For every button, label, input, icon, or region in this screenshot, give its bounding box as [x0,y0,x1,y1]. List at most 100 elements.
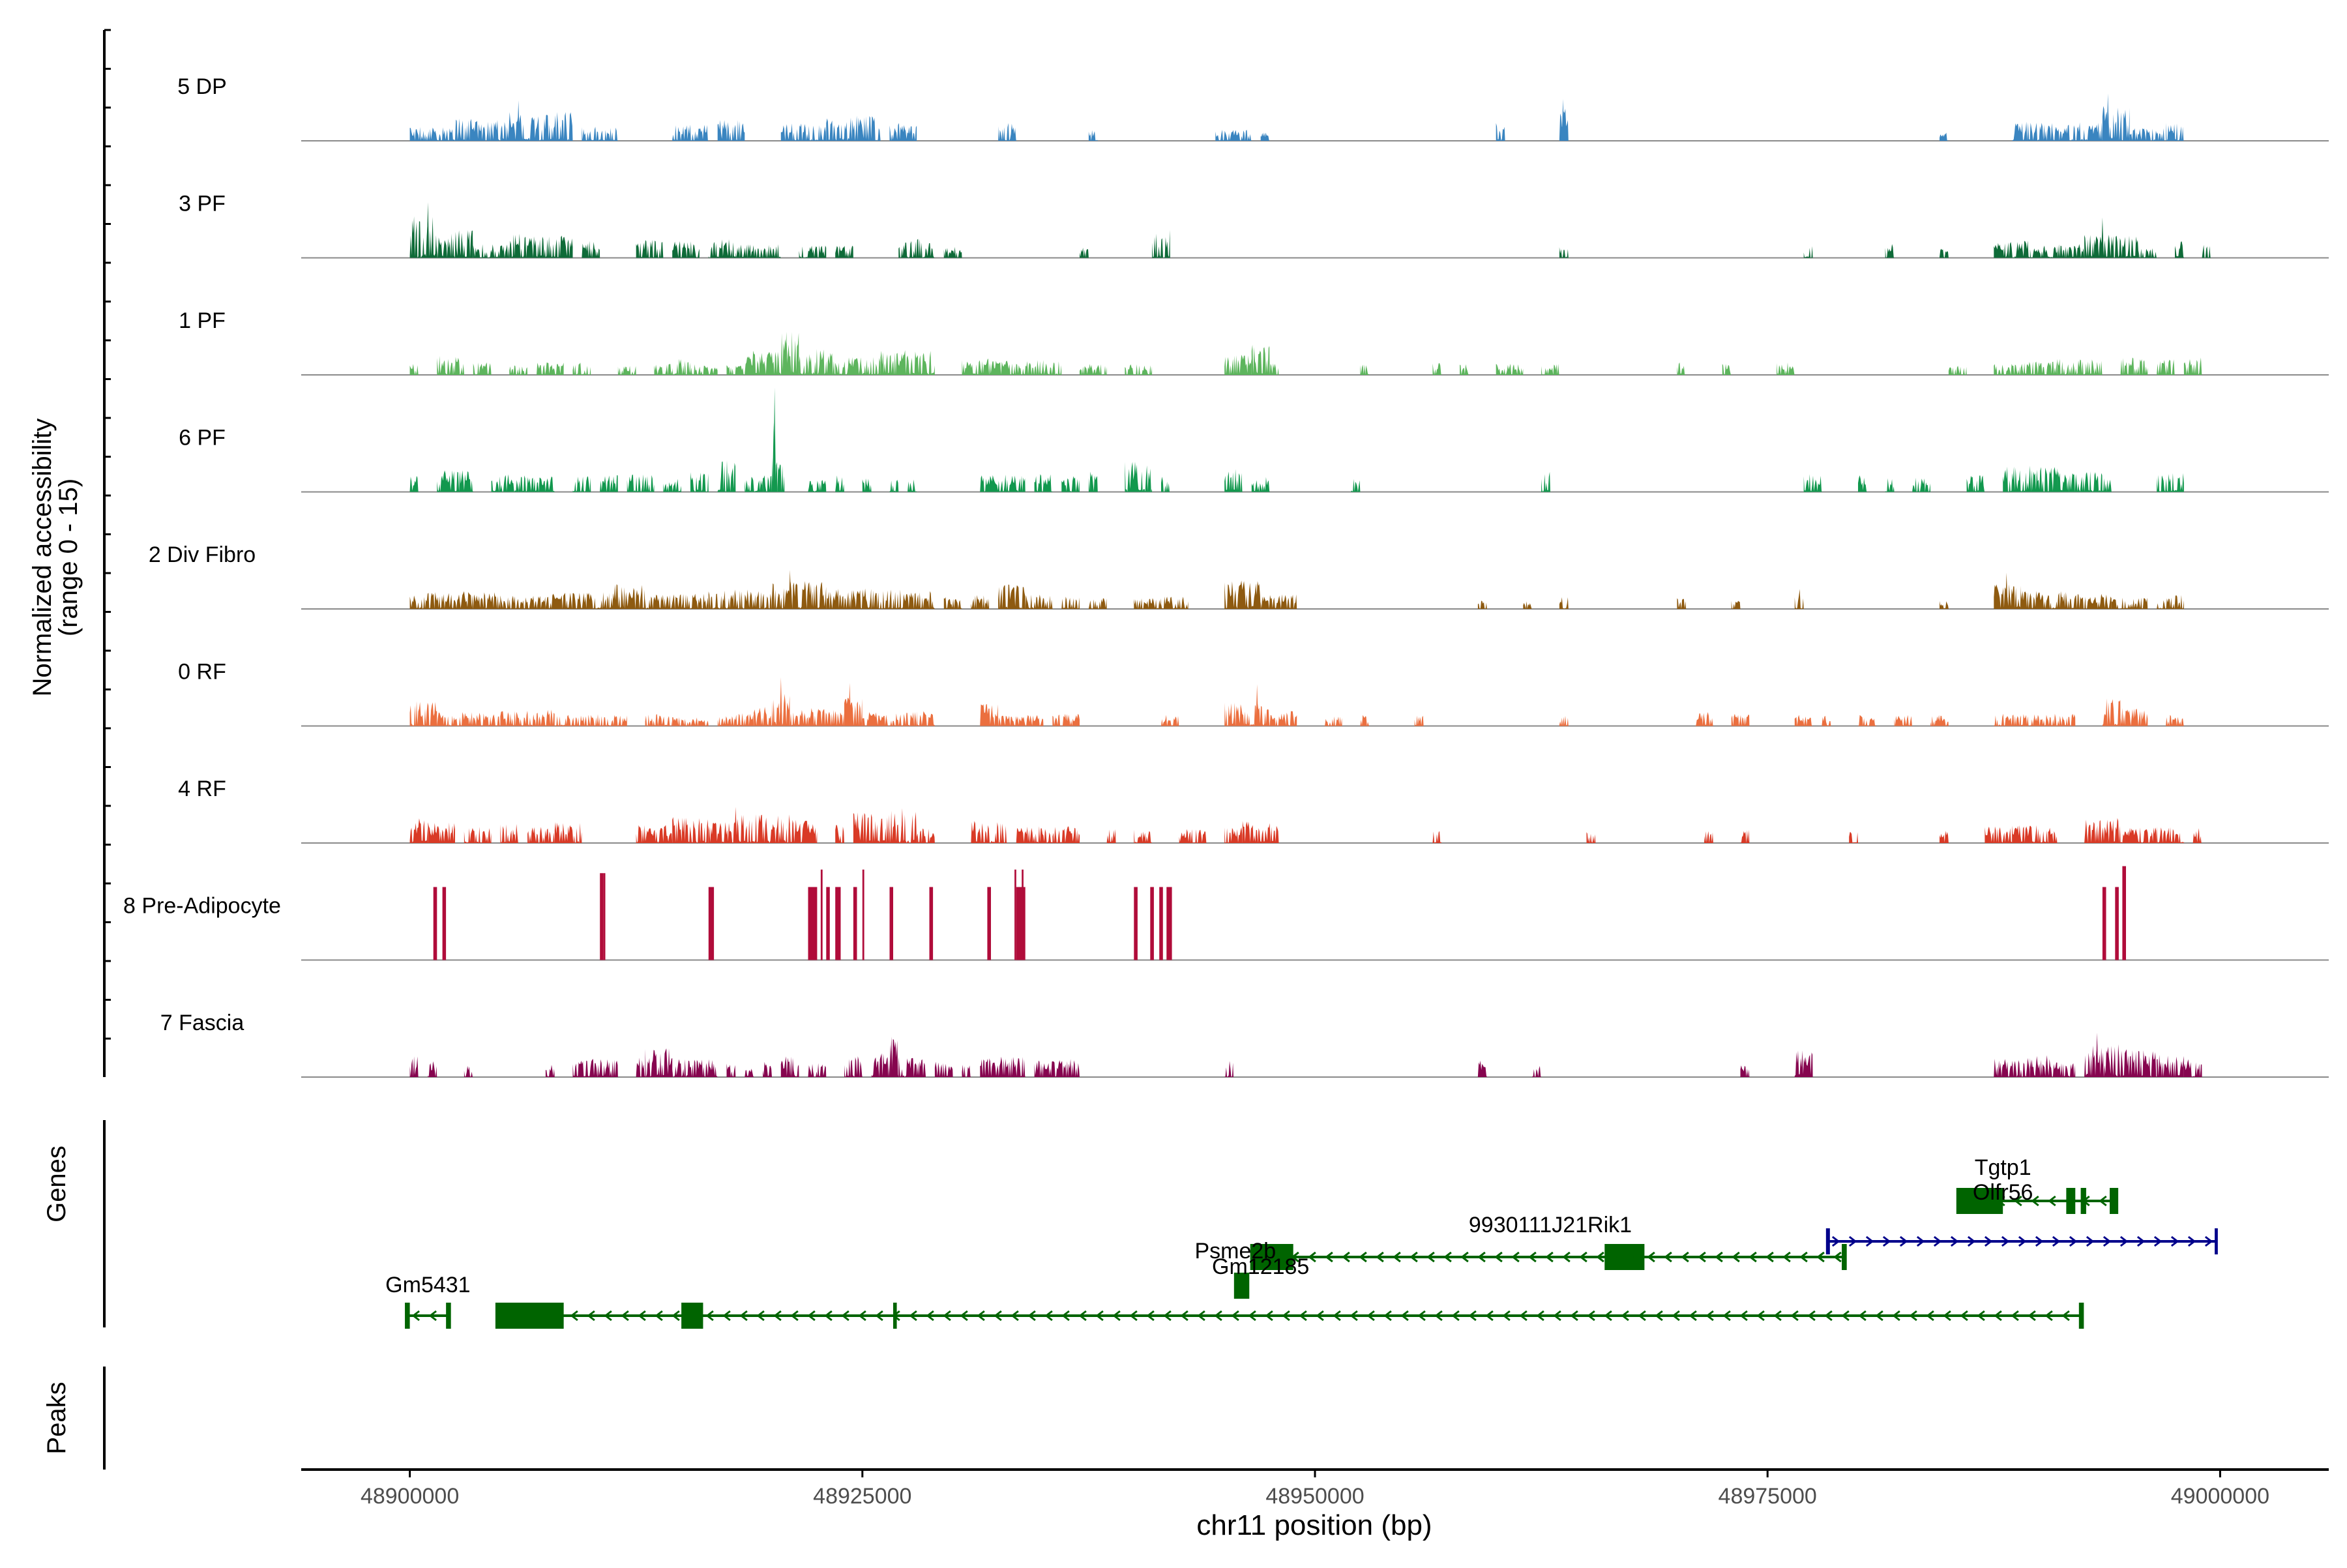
coverage-area [2102,106,2130,141]
coverage-area [717,460,736,492]
coverage-area [409,1056,419,1077]
coverage-area [617,366,636,375]
strand-arrow [604,1310,612,1322]
strand-arrow [1647,1251,1655,1263]
coverage-area [1125,364,1153,375]
coverage-area [717,713,754,726]
coverage-area [2084,1044,2121,1077]
coverage-area [1323,717,1342,726]
coverage-area [2020,591,2085,609]
coverage-area [1224,355,1252,375]
strand-arrow [2136,1235,2146,1247]
track-label: 6 PF [179,426,226,451]
coverage-area [654,364,673,375]
exon-block [2066,1188,2076,1214]
coverage-area [1940,831,1949,843]
strand-arrow [1316,1310,1324,1322]
coverage-area [1161,715,1179,726]
strand-arrow [1621,1310,1629,1322]
coverage-area [726,1063,736,1077]
strand-arrow [1410,1251,1418,1263]
coverage-area [428,1061,437,1077]
coverage-area [1215,130,1252,141]
coverage-area [672,359,690,375]
coverage-area [790,820,818,843]
gene-label: Gm12185 [1212,1254,1309,1279]
strand-arrow [2018,1235,2027,1247]
coverage-area [971,595,990,609]
strand-arrow [1715,1251,1723,1263]
strand-arrow [1299,1310,1307,1322]
coverage-area [473,592,501,609]
genes-panel-label: Genes [42,1146,71,1222]
coverage-area [1242,821,1279,843]
coverage-spike [779,677,782,726]
coverage-area [1269,711,1297,726]
coverage-area [2111,597,2148,609]
strand-arrow [1308,1251,1316,1263]
strand-arrow [1333,1310,1341,1322]
coverage-area [1260,132,1270,141]
coverage-area [1224,702,1270,726]
coverage-area [862,478,872,492]
strand-arrow [977,1310,985,1322]
strand-arrow [1494,1251,1503,1263]
coverage-area [1858,715,1876,726]
coverage-area [1803,474,1822,492]
strand-arrow [1875,1310,1883,1322]
coverage-area [1360,364,1370,375]
strand-arrow [2061,1310,2070,1322]
exon-block [2215,1228,2218,1254]
coverage-area [826,887,830,960]
strand-arrow [1342,1251,1350,1263]
coverage-area [545,1065,555,1077]
coverage-area [962,358,990,375]
coverage-area [491,474,519,492]
coverage-area [473,244,510,258]
coverage-area [1677,362,1687,375]
coverage-area [1134,887,1138,960]
strand-arrow [1807,1310,1816,1322]
coverage-area [572,1059,618,1077]
coverage-area [799,245,827,258]
coverage-area [2057,359,2103,375]
strand-arrow [411,1310,420,1322]
coverage-area [943,597,962,609]
strand-arrow [773,1310,782,1322]
coverage-area [808,480,827,492]
strand-arrow [1739,1310,1748,1322]
coverage-area [1559,597,1569,609]
strand-arrow [1460,1251,1469,1263]
strand-arrow [1291,1251,1299,1263]
exon-block [1235,1273,1248,1299]
coverage-area [1016,826,1053,843]
coverage-area [780,123,827,141]
coverage-area [2057,1063,2076,1077]
strand-arrow [1882,1235,1891,1247]
coverage-area [1994,364,2021,375]
strand-arrow [1916,1235,1925,1247]
strand-arrow [1112,1310,1121,1322]
strand-arrow [621,1310,629,1322]
coverage-track-5-dp: 5 DP [177,74,2329,141]
coverage-area [889,810,917,843]
strand-arrow [1044,1310,1053,1322]
coverage-area [582,241,600,258]
strand-arrow [672,1310,680,1322]
strand-arrow [1197,1310,1205,1322]
coverage-area [1794,715,1813,726]
strand-arrow [2031,1195,2039,1207]
coverage-spike [785,331,788,375]
coverage-area [2057,471,2103,492]
coverage-area [1559,716,1569,726]
coverage-area [1159,887,1163,960]
strand-arrow [1790,1310,1799,1322]
coverage-area [2012,121,2103,141]
coverage-area [917,711,935,726]
coverage-area [2030,245,2058,258]
coverage-area [943,246,962,258]
coverage-area [1061,476,1080,492]
coverage-area [726,365,745,375]
strand-arrow [1451,1310,1460,1322]
coverage-area [777,464,785,492]
